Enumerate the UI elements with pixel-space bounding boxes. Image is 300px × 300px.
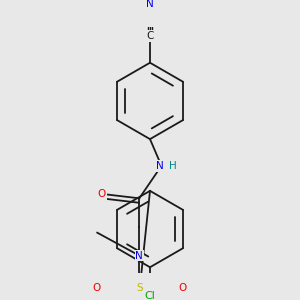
Text: N: N (146, 0, 154, 8)
Text: H: H (169, 161, 176, 171)
Text: O: O (98, 190, 106, 200)
Text: C: C (146, 31, 154, 41)
Text: O: O (178, 283, 187, 293)
Text: N: N (156, 161, 164, 171)
Text: Cl: Cl (145, 291, 155, 300)
Text: O: O (92, 283, 100, 293)
Text: S: S (136, 283, 142, 293)
Text: N: N (135, 250, 143, 261)
